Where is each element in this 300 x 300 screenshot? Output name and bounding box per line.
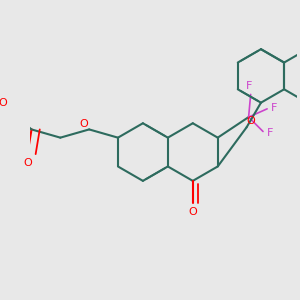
Text: F: F bbox=[267, 128, 273, 137]
Text: O: O bbox=[188, 207, 197, 217]
Text: O: O bbox=[80, 119, 88, 129]
Text: F: F bbox=[271, 103, 278, 113]
Text: O: O bbox=[246, 116, 255, 126]
Text: O: O bbox=[23, 158, 32, 168]
Text: O: O bbox=[0, 98, 7, 108]
Text: F: F bbox=[245, 81, 252, 91]
